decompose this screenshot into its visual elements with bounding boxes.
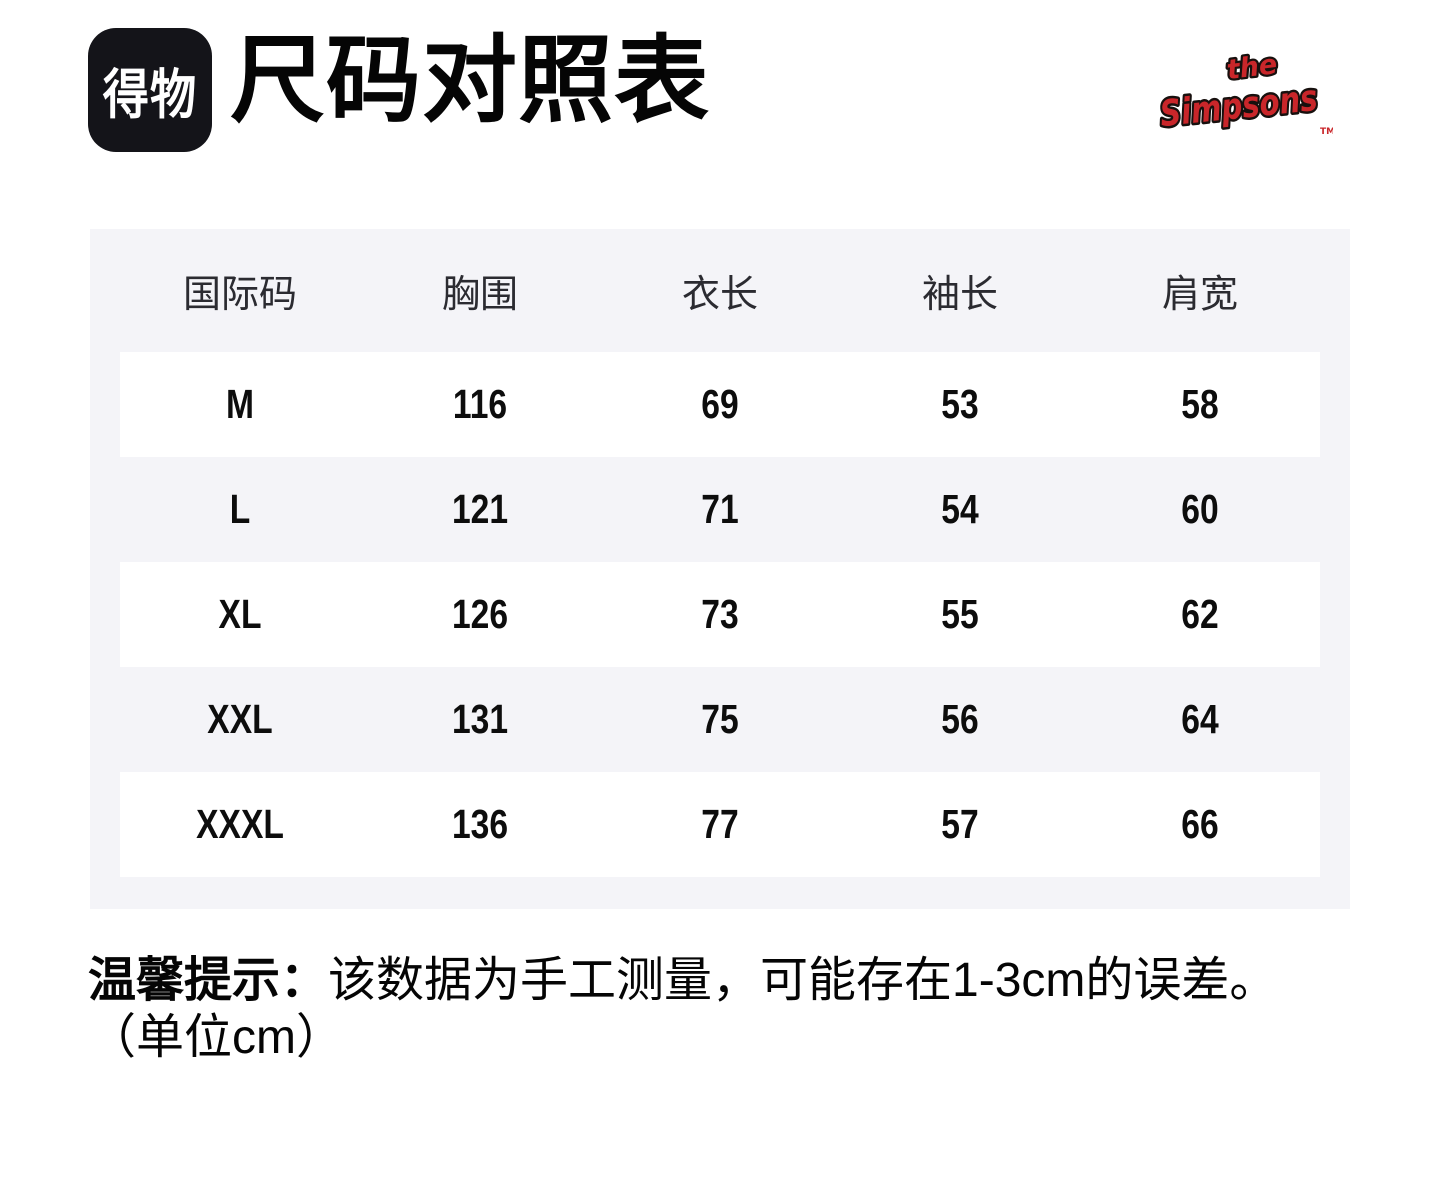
- column-header: 胸围: [441, 274, 518, 316]
- size-table-body: M 116 69 53 58 L 121 71 54 60 XL 126 73 55 62 XXL 131 75 5…: [120, 352, 1320, 877]
- value-cell: 55: [941, 591, 979, 637]
- simpsons-logo-art: the Simpsons TM: [1156, 47, 1336, 138]
- size-cell: XXL: [207, 696, 273, 742]
- note-label: 温馨提示：: [88, 954, 329, 1007]
- value-cell: 60: [1181, 486, 1219, 532]
- page-title: 尺码对照表: [230, 28, 711, 134]
- column-header: 国际码: [182, 274, 297, 316]
- dewu-logo: 得物: [88, 28, 212, 152]
- column-header: 衣长: [681, 274, 758, 316]
- column-header: 肩宽: [1161, 274, 1238, 316]
- value-cell: 136: [451, 801, 509, 847]
- table-row-m: M 116 69 53 58: [120, 352, 1320, 457]
- value-cell: 73: [701, 591, 739, 637]
- note-unit: （单位cm）: [88, 1011, 344, 1064]
- value-cell: 116: [452, 381, 508, 427]
- table-row-l: L 121 71 54 60: [120, 457, 1320, 562]
- size-table: 国际码 胸围 衣长 袖长 肩宽 M 116 69 53 58 L 121 71 54 60 XL 126 73 5…: [90, 229, 1350, 909]
- value-cell: 69: [701, 381, 739, 427]
- value-cell: 62: [1181, 591, 1219, 637]
- value-cell: 53: [941, 381, 979, 427]
- size-cell: M: [225, 381, 255, 427]
- value-cell: 131: [451, 696, 509, 742]
- simpsons-logo: the Simpsons TM: [1156, 46, 1336, 144]
- dewu-logo-text: 得物: [102, 65, 198, 126]
- simpsons-logo-tm: TM: [1320, 127, 1333, 137]
- simpsons-logo-name: Simpsons: [1158, 78, 1319, 135]
- value-cell: 64: [1181, 696, 1219, 742]
- table-row-xxl: XXL 131 75 56 64: [120, 667, 1320, 772]
- size-cell: XXXL: [196, 801, 284, 847]
- value-cell: 75: [701, 696, 739, 742]
- size-table-header-row: 国际码 胸围 衣长 袖长 肩宽: [120, 229, 1320, 352]
- value-cell: 71: [701, 486, 739, 532]
- simpsons-logo-the: the: [1225, 49, 1279, 86]
- table-row-xl: XL 126 73 55 62: [120, 562, 1320, 667]
- table-row-xxxl: XXXL 136 77 57 66: [120, 772, 1320, 877]
- measurement-note: 温馨提示：该数据为手工测量，可能存在1-3cm的误差。 （单位cm）: [88, 952, 1398, 1066]
- column-header: 袖长: [921, 274, 998, 316]
- size-cell: XL: [218, 591, 262, 637]
- value-cell: 77: [701, 801, 739, 847]
- value-cell: 121: [451, 486, 509, 532]
- value-cell: 56: [941, 696, 979, 742]
- value-cell: 58: [1181, 381, 1219, 427]
- size-cell: L: [229, 486, 251, 532]
- note-text: 该数据为手工测量，可能存在1-3cm的误差。: [328, 954, 1278, 1007]
- value-cell: 126: [451, 591, 509, 637]
- value-cell: 57: [941, 801, 979, 847]
- value-cell: 54: [941, 486, 979, 532]
- value-cell: 66: [1181, 801, 1219, 847]
